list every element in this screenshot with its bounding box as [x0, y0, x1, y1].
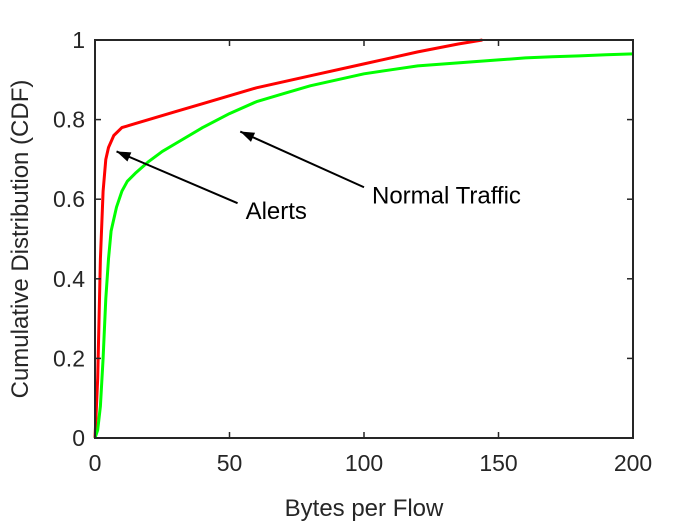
annotation-arrowhead-normal	[240, 131, 256, 142]
annotation-label-alerts: Alerts	[246, 198, 307, 225]
annotation-arrow-alerts	[116, 150, 238, 205]
y-tick-label: 0	[72, 425, 85, 451]
y-tick-label: 0.2	[53, 345, 85, 371]
x-axis-label: Bytes per Flow	[285, 495, 444, 522]
x-tick-label: 50	[217, 450, 243, 476]
series-line-alerts	[93, 38, 483, 439]
y-tick-label: 0.6	[53, 186, 85, 212]
annotation-arrowhead-alerts	[116, 151, 132, 162]
annotation-label-normal: Normal Traffic	[372, 182, 521, 209]
x-tick-label: 0	[89, 450, 102, 476]
x-tick-label: 150	[479, 450, 517, 476]
y-tick-label: 0.8	[53, 107, 85, 133]
y-tick-label: 0.4	[53, 266, 85, 292]
x-tick-label: 200	[614, 450, 652, 476]
annotations: Alerts Normal Traffic	[116, 130, 521, 225]
axis-ticks: 0 50 100 150 200 0 0.2 0.4 0.6 0.8 1	[53, 27, 652, 476]
y-axis-label: Cumulative Distribution (CDF)	[7, 80, 34, 399]
annotation-arrow-normal	[239, 130, 365, 189]
y-tick-label: 1	[72, 27, 85, 53]
x-tick-label: 100	[345, 450, 383, 476]
series-line-normal	[93, 52, 634, 439]
plot-frame	[94, 39, 634, 439]
series-lines	[93, 38, 634, 439]
